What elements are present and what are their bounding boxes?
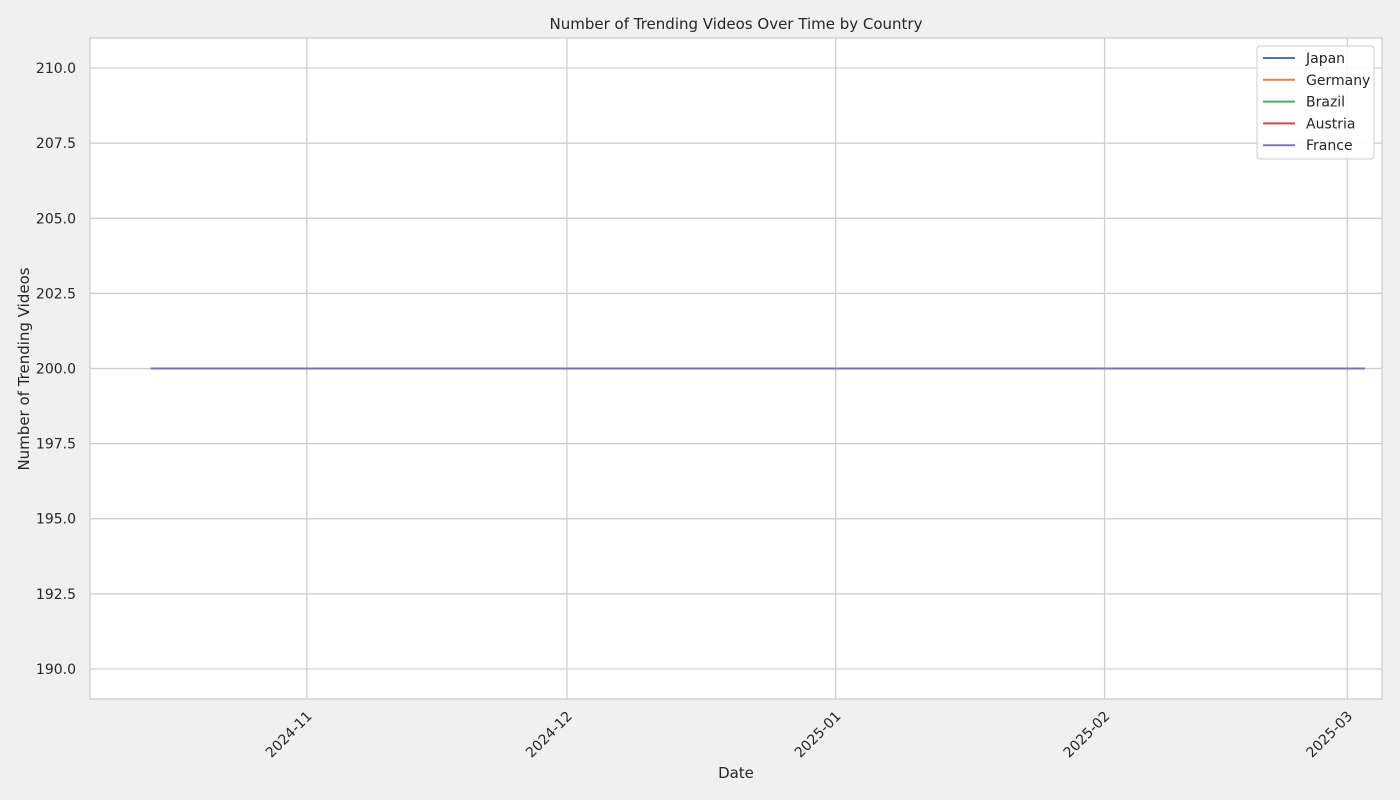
legend-label: Austria bbox=[1306, 116, 1355, 132]
y-axis-label: Number of Trending Videos bbox=[15, 267, 33, 470]
y-tick-label: 210.0 bbox=[36, 61, 76, 77]
x-axis-ticks: 2024-11 2024-12 2025-01 2025-02 2025-03 bbox=[263, 709, 1356, 762]
x-tick-label: 2025-01 bbox=[792, 709, 845, 762]
y-tick-label: 207.5 bbox=[36, 136, 76, 152]
y-tick-label: 202.5 bbox=[36, 286, 76, 302]
legend-label: Brazil bbox=[1306, 95, 1345, 111]
legend: Japan Germany Brazil Austria France bbox=[1256, 45, 1375, 160]
legend-label: Japan bbox=[1305, 51, 1345, 67]
legend-box bbox=[1256, 45, 1375, 160]
y-tick-label: 197.5 bbox=[36, 437, 76, 453]
chart-title: Number of Trending Videos Over Time by C… bbox=[550, 15, 923, 33]
x-tick-label: 2024-11 bbox=[263, 709, 316, 762]
x-tick-label: 2024-12 bbox=[523, 709, 576, 762]
legend-label: France bbox=[1306, 138, 1353, 154]
y-axis-ticks: 190.0 192.5 195.0 197.5 200.0 202.5 205.0 207.5… bbox=[36, 61, 76, 678]
y-tick-label: 195.0 bbox=[36, 512, 76, 528]
y-tick-label: 200.0 bbox=[36, 362, 76, 378]
y-tick-label: 192.5 bbox=[36, 587, 76, 603]
x-tick-label: 2025-03 bbox=[1303, 709, 1356, 762]
legend-label: Germany bbox=[1306, 73, 1370, 89]
x-axis-label: Date bbox=[718, 764, 754, 782]
x-tick-label: 2025-02 bbox=[1061, 709, 1114, 762]
y-tick-label: 190.0 bbox=[36, 662, 76, 678]
y-tick-label: 205.0 bbox=[36, 211, 76, 227]
